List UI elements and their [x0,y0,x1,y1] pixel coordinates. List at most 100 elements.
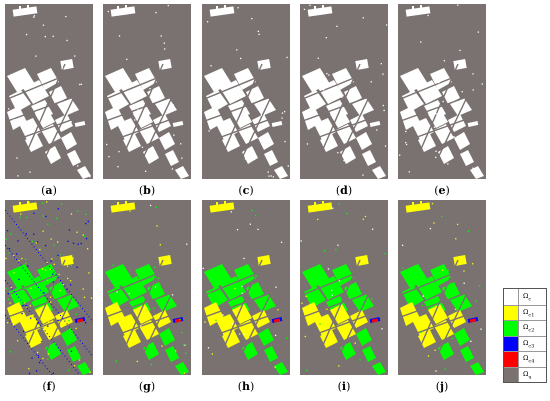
field-c2 [155,294,177,312]
noise-pixel [85,237,88,240]
road-line [300,111,388,145]
noise-line [33,281,35,283]
noise-pixel [457,4,459,6]
noise-pixel [211,353,214,355]
field-c2 [23,276,49,300]
noise-line [86,313,88,315]
noise-pixel [204,321,206,323]
noise-line [79,305,81,307]
legend-row-u: Ωu [504,366,546,382]
noise-pixel [25,306,27,308]
noise-pixel [140,325,142,327]
noise-pixel [85,213,87,216]
field-c2 [438,342,454,360]
noise-pixel [42,215,44,217]
noise-pixel [453,136,455,138]
noise-pixel [87,220,89,223]
noise-line [29,345,31,347]
panel-caption: (c) [238,184,254,197]
noise-pixel [25,262,27,264]
noise-pixel [480,328,482,330]
noise-pixel [10,291,12,294]
noise-pixel [260,107,262,109]
building-top-detail [125,5,127,10]
road-line [398,285,486,319]
noise-pixel [438,81,440,84]
noise-pixel [301,302,303,304]
noise-pixel [434,349,436,351]
noise-pixel [362,218,364,220]
noise-line [31,348,33,350]
field-c1 [428,304,448,324]
noise-pixel [186,243,188,245]
building-top [405,6,431,17]
noise-pixel [33,15,36,17]
noise-pixel [28,368,30,370]
noise-line [35,319,37,321]
noise-pixel [371,108,373,110]
noise-pixel [154,266,156,269]
road-line [398,259,486,297]
noise-pixel [237,7,239,9]
noise-pixel [346,90,348,92]
noise-pixel [272,176,275,178]
field-c1 [314,314,336,336]
noise-pixel [371,298,373,300]
noise-pixel [269,143,272,145]
map-panel-j [398,200,486,375]
building-top-detail [19,202,21,207]
noise-pixel [70,264,72,266]
noise-pixel [75,313,77,315]
field-c2 [274,166,288,179]
noise-line [49,336,50,337]
noise-line [82,343,83,344]
noise-pixel [66,265,69,267]
noise-line [7,247,9,249]
noise-pixel [76,231,78,233]
noise-line [18,331,20,333]
noise-pixel [183,344,185,346]
panel-caption: (e) [434,184,450,197]
noise-pixel [39,248,41,251]
patch-c4 [273,318,281,323]
noise-line [33,316,35,318]
noise-pixel [107,10,109,13]
field-c1 [117,118,139,140]
road-line [398,63,486,101]
noise-pixel [69,284,72,286]
noise-pixel [86,248,89,250]
noise-line [29,275,31,277]
field-c2 [450,294,472,312]
noise-pixel [364,156,366,158]
noise-pixel [268,175,270,177]
panel-caption: (a) [41,184,57,197]
noise-pixel [30,317,32,319]
road-line [202,89,290,123]
field-c2 [165,346,179,362]
noise-pixel [37,355,40,357]
noise-line [66,323,68,325]
block-small [158,255,172,266]
noise-line [62,317,64,319]
field-c2 [57,294,79,312]
field-c2 [159,132,175,150]
noise-line [42,362,44,364]
noise-pixel [38,361,41,364]
noise-pixel [325,36,327,39]
field-c1 [123,134,141,152]
noise-pixel [263,116,265,118]
noise-pixel [336,25,338,27]
noise-pixel [467,230,470,232]
noise-line [13,256,15,258]
noise-pixel [421,304,424,307]
noise-pixel [405,130,407,133]
noise-pixel [338,202,341,205]
noise-pixel [134,119,136,121]
noise-pixel [80,83,83,85]
noise-pixel [59,289,61,292]
noise-pixel [447,163,449,165]
map-panel-a [5,4,93,179]
noise-pixel [47,358,49,361]
noise-pixel [58,94,60,96]
building-top-detail [420,5,422,10]
